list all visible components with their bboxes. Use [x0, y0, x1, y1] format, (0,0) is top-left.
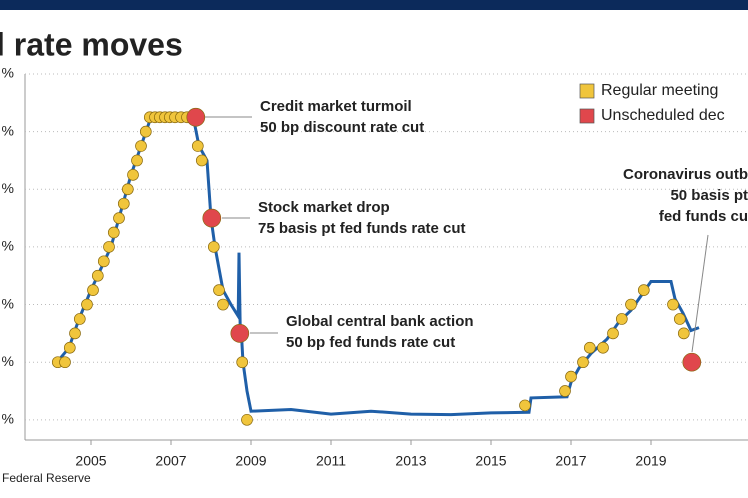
meeting-marker — [81, 298, 93, 311]
annotation-text: 50 bp fed funds rate cut — [286, 334, 455, 351]
legend-label: Regular meeting — [601, 82, 718, 99]
annotation-text: 75 basis pt fed funds rate cut — [258, 220, 466, 237]
annotation-text: Global central bank action — [286, 313, 474, 330]
meeting-marker — [186, 107, 206, 127]
legend-swatch — [579, 83, 595, 99]
meeting-marker — [117, 197, 130, 210]
annotation-text: Stock market drop — [258, 199, 390, 216]
meeting-marker — [107, 226, 120, 239]
meeting-marker — [241, 413, 253, 426]
annotation-text: Credit market turmoil — [260, 98, 412, 115]
meeting-marker — [195, 154, 208, 167]
meeting-marker — [519, 399, 531, 412]
rate-line — [55, 115, 700, 417]
meeting-marker — [127, 169, 139, 181]
meeting-marker — [625, 298, 637, 311]
x-tick-label: 2019 — [635, 453, 666, 469]
meeting-marker — [69, 327, 81, 340]
meeting-marker — [139, 125, 152, 138]
x-tick-label: 2015 — [475, 453, 506, 469]
meeting-marker — [207, 241, 220, 253]
meeting-marker — [113, 212, 125, 224]
meeting-marker — [667, 298, 679, 311]
x-tick-label: 2017 — [555, 453, 586, 469]
x-tick-label: 2007 — [155, 453, 186, 469]
meeting-marker — [682, 352, 702, 372]
annotation-text: fed funds cu — [659, 208, 748, 225]
meeting-marker — [673, 313, 686, 325]
y-tick-label: % — [2, 411, 14, 427]
y-tick-label: % — [2, 295, 14, 311]
x-tick-label: 2009 — [235, 453, 266, 469]
meeting-marker — [103, 241, 115, 253]
meeting-marker — [217, 298, 229, 311]
meeting-marker — [202, 208, 222, 228]
meeting-marker — [637, 284, 650, 296]
meeting-marker — [677, 327, 690, 340]
meeting-marker — [615, 313, 628, 325]
y-tick-label: % — [2, 353, 14, 369]
y-tick-label: % — [2, 65, 14, 81]
meeting-marker — [135, 140, 147, 152]
meeting-marker — [191, 140, 204, 152]
meeting-marker — [63, 341, 76, 354]
legend-label: Unscheduled dec — [601, 107, 725, 124]
meeting-marker — [87, 284, 99, 296]
meeting-marker — [236, 356, 249, 369]
annotation-text: 50 bp discount rate cut — [260, 119, 424, 136]
chart-title: l rate moves — [0, 26, 183, 62]
meeting-marker — [131, 154, 143, 167]
x-tick-label: 2005 — [75, 453, 106, 469]
meeting-marker — [213, 284, 225, 296]
y-tick-label: % — [2, 180, 14, 196]
x-tick-label: 2013 — [395, 453, 426, 469]
meeting-marker — [559, 385, 571, 397]
header-bar — [0, 0, 748, 10]
meeting-marker — [565, 370, 577, 383]
meeting-marker — [597, 341, 609, 354]
y-tick-label: % — [2, 122, 14, 138]
y-tick-label: % — [2, 238, 14, 254]
x-tick-label: 2011 — [316, 453, 346, 469]
meeting-marker — [607, 327, 619, 340]
annotation-connector — [691, 234, 709, 353]
legend-swatch — [579, 108, 595, 124]
meeting-marker — [583, 341, 596, 354]
annotation-text: 50 basis pt — [670, 187, 748, 204]
meeting-marker — [59, 356, 71, 369]
meeting-marker — [97, 255, 110, 268]
meeting-marker — [73, 313, 86, 325]
annotation-text: Coronavirus outb — [623, 166, 748, 183]
meeting-marker — [577, 356, 589, 369]
meeting-marker — [230, 324, 250, 343]
source: Federal Reserve — [2, 471, 91, 485]
meeting-marker — [91, 269, 104, 282]
meeting-marker — [121, 183, 134, 196]
